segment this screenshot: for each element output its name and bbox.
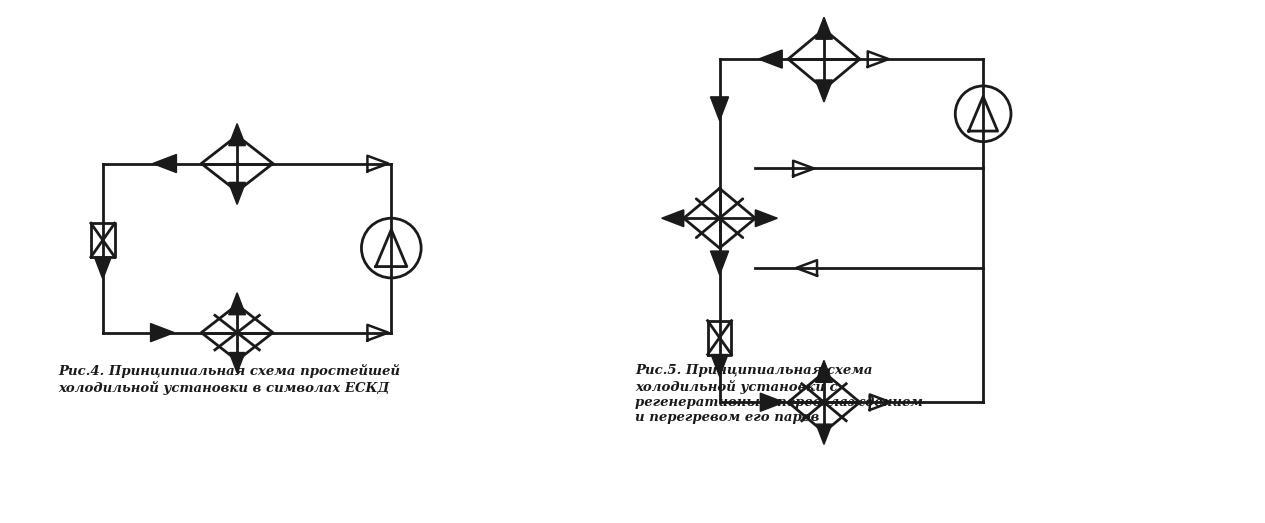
Polygon shape xyxy=(711,355,727,377)
Polygon shape xyxy=(711,97,729,121)
Polygon shape xyxy=(153,154,176,173)
Polygon shape xyxy=(816,424,831,445)
Text: Рис.4. Принципиальная схема простейшей
холодильной установки в символах ЕСКД: Рис.4. Принципиальная схема простейшей х… xyxy=(58,365,400,395)
Polygon shape xyxy=(662,210,683,226)
Text: Рис.5. Принципиальная схема
холодильной установки с
регенеративным переохлаждени: Рис.5. Принципиальная схема холодильной … xyxy=(635,365,923,424)
Polygon shape xyxy=(95,257,111,279)
Polygon shape xyxy=(816,360,832,382)
Polygon shape xyxy=(711,251,729,275)
Polygon shape xyxy=(760,393,784,411)
Polygon shape xyxy=(755,210,777,226)
Polygon shape xyxy=(816,80,832,102)
Polygon shape xyxy=(759,50,782,68)
Polygon shape xyxy=(229,353,245,373)
Polygon shape xyxy=(229,183,245,204)
Polygon shape xyxy=(229,123,245,145)
Polygon shape xyxy=(229,293,245,315)
Polygon shape xyxy=(151,324,175,342)
Polygon shape xyxy=(816,17,832,39)
